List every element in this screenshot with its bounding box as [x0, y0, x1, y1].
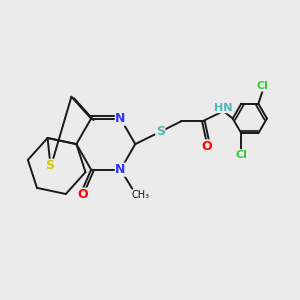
Text: O: O [201, 140, 212, 153]
Text: S: S [156, 125, 165, 138]
Text: CH₃: CH₃ [131, 190, 150, 200]
Text: Cl: Cl [235, 150, 247, 160]
Text: S: S [46, 159, 55, 172]
Text: N: N [116, 163, 126, 176]
Text: Cl: Cl [257, 81, 269, 91]
Text: HN: HN [214, 103, 232, 112]
Text: N: N [116, 112, 126, 125]
Text: O: O [77, 188, 88, 201]
